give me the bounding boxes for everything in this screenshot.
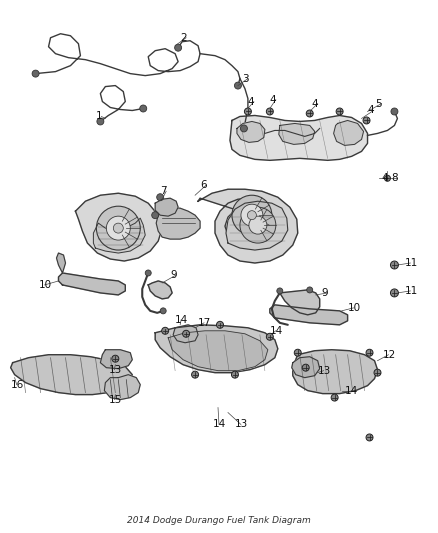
Text: 13: 13 [108, 365, 122, 375]
Polygon shape [230, 116, 367, 160]
Text: 6: 6 [200, 180, 207, 190]
Text: 10: 10 [348, 303, 361, 313]
Circle shape [112, 355, 119, 362]
Circle shape [294, 349, 301, 356]
Text: 14: 14 [345, 385, 358, 395]
Circle shape [240, 207, 276, 243]
Circle shape [140, 105, 147, 112]
Text: 8: 8 [392, 173, 398, 183]
Circle shape [277, 288, 283, 294]
Text: 12: 12 [382, 350, 396, 360]
Polygon shape [198, 189, 298, 263]
Polygon shape [168, 331, 268, 370]
Circle shape [266, 108, 273, 115]
Circle shape [307, 287, 313, 293]
Text: 10: 10 [39, 280, 52, 290]
Circle shape [302, 364, 309, 371]
Circle shape [96, 206, 140, 250]
Circle shape [113, 223, 124, 233]
Text: 2014 Dodge Durango Fuel Tank Diagram: 2014 Dodge Durango Fuel Tank Diagram [127, 516, 311, 524]
Text: 9: 9 [321, 288, 328, 298]
Polygon shape [11, 355, 132, 394]
Text: 14: 14 [213, 419, 226, 430]
Circle shape [97, 118, 104, 125]
Polygon shape [279, 124, 314, 144]
Polygon shape [292, 357, 320, 378]
Polygon shape [293, 350, 378, 393]
Polygon shape [237, 122, 265, 142]
Circle shape [231, 371, 238, 378]
Text: 14: 14 [175, 315, 188, 325]
Text: 11: 11 [404, 286, 418, 296]
Polygon shape [148, 281, 172, 299]
Circle shape [232, 195, 272, 235]
Text: 15: 15 [108, 394, 122, 405]
Text: 13: 13 [318, 366, 331, 376]
Polygon shape [57, 253, 66, 273]
Circle shape [216, 321, 223, 328]
Text: 5: 5 [375, 99, 382, 109]
Polygon shape [104, 375, 140, 400]
Circle shape [234, 82, 241, 89]
Circle shape [240, 125, 247, 132]
Circle shape [249, 216, 267, 234]
Text: 4: 4 [270, 94, 276, 104]
Circle shape [306, 110, 313, 117]
Circle shape [390, 289, 399, 297]
Polygon shape [173, 325, 198, 343]
Circle shape [32, 70, 39, 77]
Circle shape [336, 108, 343, 115]
Text: 11: 11 [404, 258, 418, 268]
Circle shape [157, 193, 164, 201]
Text: 3: 3 [242, 74, 248, 84]
Polygon shape [270, 305, 348, 325]
Circle shape [363, 117, 370, 124]
Text: 14: 14 [270, 326, 283, 336]
Circle shape [366, 349, 373, 356]
Text: 16: 16 [11, 379, 24, 390]
Text: 17: 17 [198, 318, 211, 328]
Polygon shape [93, 218, 145, 253]
Circle shape [162, 327, 169, 334]
Circle shape [385, 175, 390, 181]
Circle shape [247, 211, 256, 220]
Polygon shape [100, 350, 132, 369]
Circle shape [390, 261, 399, 269]
Text: 4: 4 [367, 106, 374, 116]
Circle shape [145, 270, 151, 276]
Circle shape [106, 216, 130, 240]
Circle shape [175, 44, 182, 51]
Text: 4: 4 [312, 99, 318, 109]
Text: 4: 4 [248, 96, 254, 107]
Circle shape [266, 333, 273, 340]
Polygon shape [155, 325, 278, 373]
Text: 13: 13 [235, 419, 248, 430]
Circle shape [374, 369, 381, 376]
Text: 9: 9 [170, 270, 177, 280]
Text: 2: 2 [180, 33, 187, 43]
Circle shape [241, 204, 263, 226]
Text: 1: 1 [95, 111, 102, 122]
Circle shape [191, 371, 198, 378]
Polygon shape [155, 198, 178, 216]
Circle shape [331, 394, 338, 401]
Circle shape [160, 308, 166, 314]
Circle shape [183, 330, 190, 337]
Circle shape [366, 434, 373, 441]
Polygon shape [156, 208, 200, 239]
Circle shape [152, 212, 159, 219]
Circle shape [244, 108, 251, 115]
Polygon shape [280, 290, 320, 315]
Polygon shape [59, 273, 125, 295]
Polygon shape [75, 193, 162, 261]
Polygon shape [226, 201, 288, 250]
Text: 7: 7 [160, 186, 167, 196]
Text: 4: 4 [381, 173, 388, 183]
Circle shape [391, 108, 398, 115]
Polygon shape [334, 120, 364, 146]
